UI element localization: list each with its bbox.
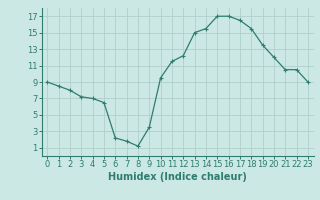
X-axis label: Humidex (Indice chaleur): Humidex (Indice chaleur)	[108, 172, 247, 182]
